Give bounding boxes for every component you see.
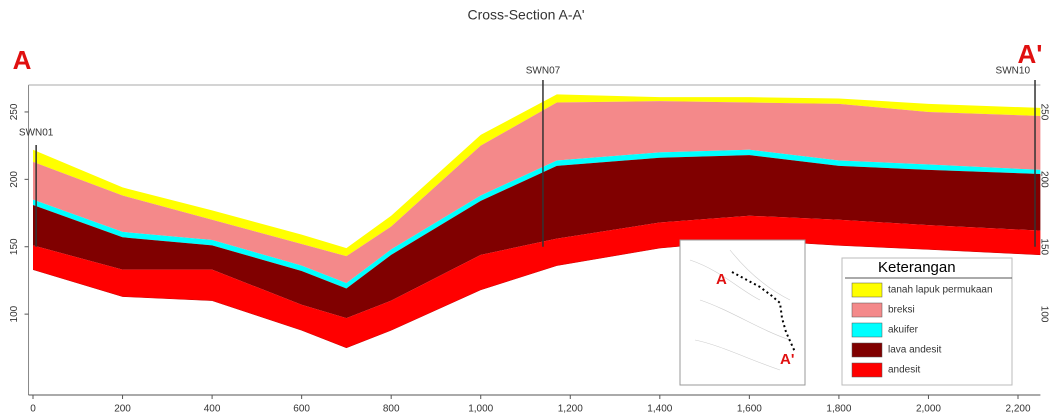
y-tick-label: 250 (9, 103, 20, 120)
legend: Keterangan tanah lapuk permukaan breksi ak… (842, 258, 1012, 385)
section-start: A (13, 45, 32, 75)
inset-start: A (716, 271, 727, 288)
y-tick-label: 100 (9, 305, 20, 322)
x-tick-label: 1,200 (558, 404, 583, 415)
legend-label: breksi (888, 305, 915, 316)
legend-label: andesit (888, 365, 920, 376)
legend-swatch (852, 283, 882, 297)
y-tick-label-right: 100 (1038, 306, 1049, 323)
legend-title: Keterangan (878, 259, 956, 276)
x-tick-label: 1,600 (737, 404, 762, 415)
x-tick-label: 1,000 (468, 404, 493, 415)
inset-map: A A' (680, 240, 805, 385)
legend-label: akuifer (888, 325, 919, 336)
x-tick-label: 400 (204, 404, 221, 415)
well-label: SWN01 (19, 128, 54, 139)
x-tick-label: 600 (293, 404, 310, 415)
x-tick-label: 1,800 (826, 404, 851, 415)
legend-swatch (852, 303, 882, 317)
y-tick-label-right: 250 (1038, 104, 1049, 121)
x-tick-label: 2,200 (1005, 404, 1030, 415)
inset-end: A' (780, 351, 794, 368)
chart: Cross-Section A-A' A A' SWN01 SWN07 SWN10 1… (0, 0, 1053, 419)
x-tick-label: 2,000 (916, 404, 941, 415)
legend-label: lava andesit (888, 345, 942, 356)
x-tick-label: 800 (383, 404, 400, 415)
legend-swatch (852, 363, 882, 377)
y-tick-label: 200 (9, 171, 20, 188)
well-label: SWN07 (526, 66, 561, 77)
y-tick-label: 150 (9, 238, 20, 255)
x-tick-label: 200 (114, 404, 131, 415)
chart-title: Cross-Section A-A' (467, 7, 584, 23)
legend-label: tanah lapuk permukaan (888, 285, 993, 296)
legend-swatch (852, 323, 882, 337)
y-tick-label-right: 150 (1038, 238, 1049, 255)
x-tick-label: 0 (30, 404, 36, 415)
well-label: SWN10 (996, 66, 1031, 77)
section-end: A' (1018, 39, 1043, 69)
x-tick-label: 1,400 (647, 404, 672, 415)
legend-swatch (852, 343, 882, 357)
y-tick-label-right: 200 (1038, 171, 1049, 188)
